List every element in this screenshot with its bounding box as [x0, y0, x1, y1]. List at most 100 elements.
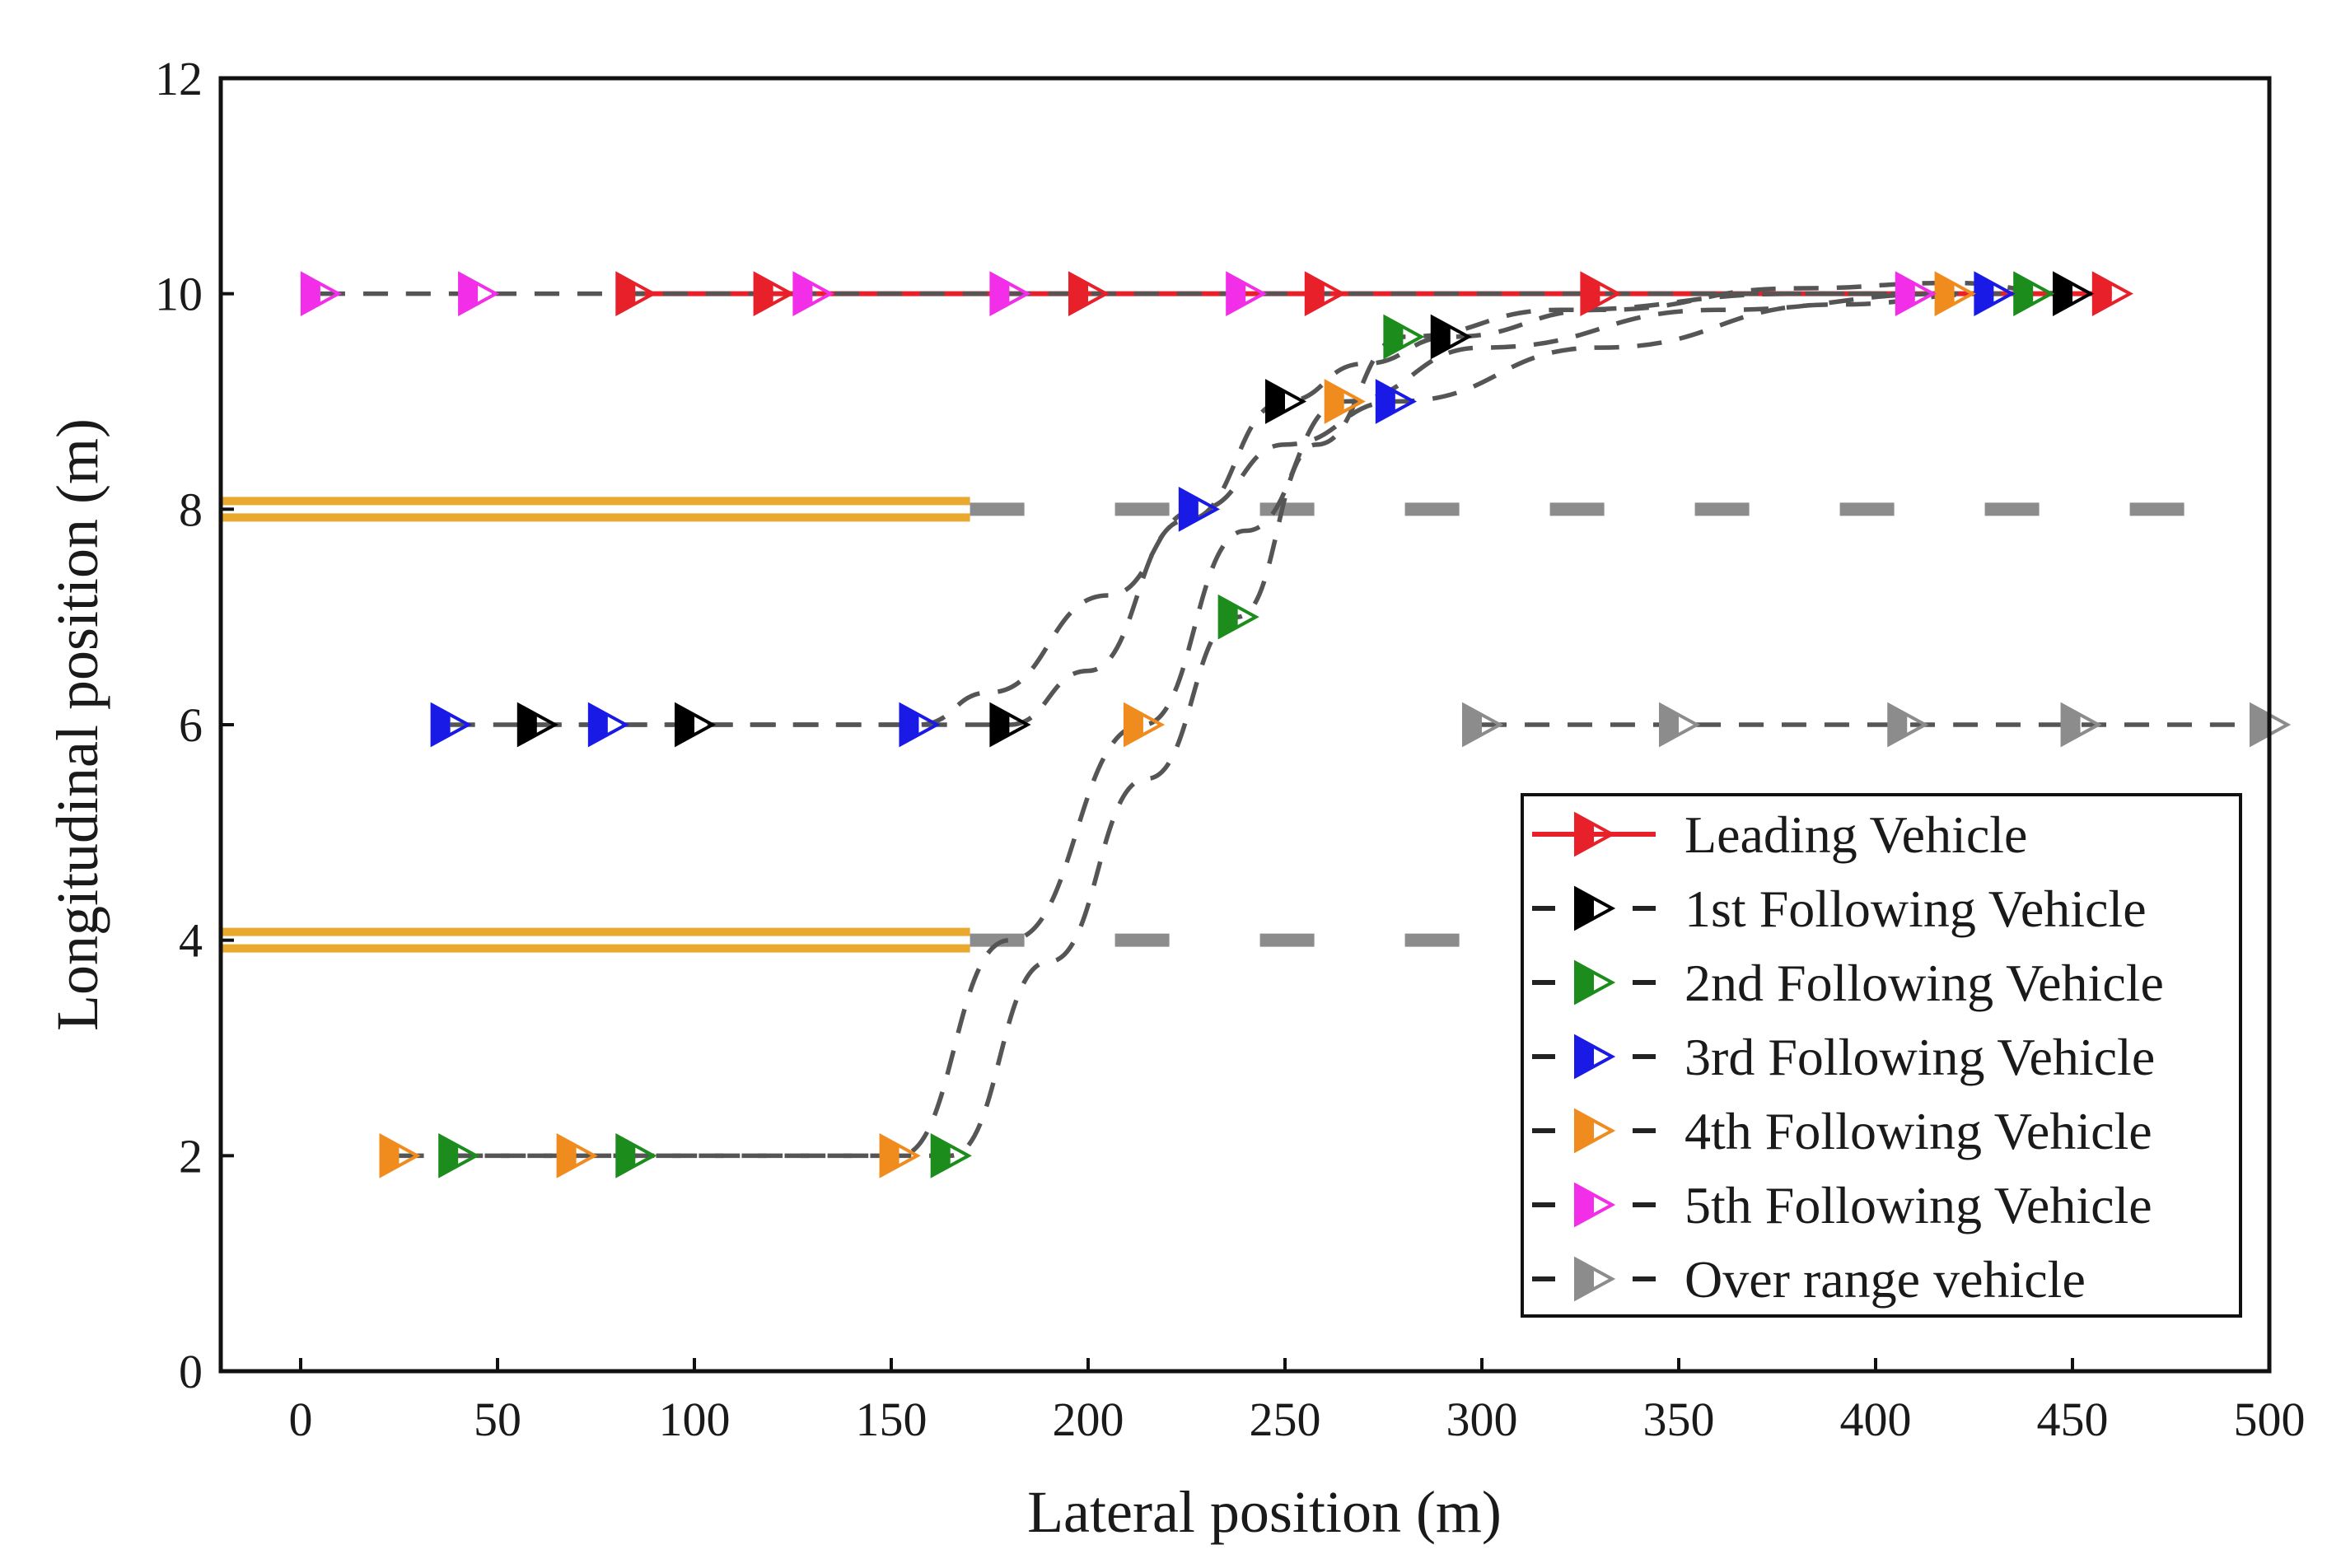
legend-label: Leading Vehicle: [1684, 805, 2027, 864]
3rd-following-vehicle-marker-2-outline: [587, 702, 630, 748]
legend-item-2nd-following-vehicle: 2nd Following Vehicle: [1532, 954, 2164, 1012]
legend-item-leading-vehicle: Leading Vehicle: [1532, 805, 2027, 864]
legend-marker-fill: [1576, 1259, 1594, 1299]
4th-following-vehicle-marker-4: [1123, 702, 1166, 748]
leading-vehicle-marker-1: [615, 271, 657, 317]
legend-label: Over range vehicle: [1684, 1250, 2086, 1309]
3rd-following-vehicle-marker-4: [1178, 486, 1221, 532]
over-range-vehicle-marker-3: [1887, 702, 1929, 748]
4th-following-vehicle-marker-4-outline: [1123, 702, 1166, 748]
y-axis-label: Longitudinal position (m): [44, 418, 110, 1031]
5th-following-vehicle-marker-2-fill: [460, 273, 479, 314]
2nd-following-vehicle-marker-2-fill: [617, 1136, 636, 1176]
leading-vehicle-marker-4-fill: [1306, 273, 1325, 314]
4th-following-vehicle-marker-1-outline: [379, 1132, 421, 1178]
legend-item-4th-following-vehicle: 4th Following Vehicle: [1532, 1102, 2152, 1160]
1st-following-vehicle-marker-3-outline: [989, 702, 1031, 748]
4th-following-vehicle-marker-2: [556, 1132, 598, 1178]
x-tick-label: 400: [1840, 1393, 1912, 1446]
x-axis-label: Lateral position (m): [1027, 1479, 1502, 1545]
4th-following-vehicle-marker-1: [379, 1132, 421, 1178]
x-tick-label: 50: [474, 1393, 521, 1446]
3rd-following-vehicle-marker-1-fill: [432, 705, 451, 744]
3rd-following-vehicle-marker-2: [587, 702, 630, 748]
1st-following-vehicle-marker-4-fill: [1267, 381, 1285, 422]
2nd-following-vehicle-marker-3-outline: [930, 1132, 972, 1178]
1st-following-vehicle-marker-1: [516, 702, 558, 748]
5th-following-vehicle-marker-3-fill: [794, 273, 813, 314]
5th-following-vehicle-marker-1: [300, 271, 343, 317]
legend-item-1st-following-vehicle: 1st Following Vehicle: [1532, 880, 2147, 938]
legend-marker: [1574, 1256, 1616, 1302]
2nd-following-vehicle-marker-1-fill: [440, 1136, 459, 1176]
legend-label: 3rd Following Vehicle: [1684, 1028, 2155, 1086]
over-range-vehicle-marker-3-fill: [1889, 705, 1908, 744]
over-range-vehicle-marker-5-fill: [2251, 705, 2269, 744]
3rd-following-vehicle-marker-5-fill: [1376, 381, 1395, 422]
legend-marker-outline: [1574, 811, 1616, 857]
over-range-vehicle-marker-2-outline: [1659, 702, 1701, 748]
2nd-following-vehicle-marker-2-outline: [615, 1132, 657, 1178]
5th-following-vehicle-marker-2-outline: [458, 271, 500, 317]
1st-following-vehicle-marker-5: [1430, 314, 1472, 360]
legend-label: 4th Following Vehicle: [1684, 1102, 2152, 1160]
over-range-vehicle-marker-1: [1462, 702, 1504, 748]
leading-vehicle-marker-1-outline: [615, 271, 657, 317]
4th-following-vehicle-marker-5-outline: [1324, 379, 1366, 424]
legend-marker-fill: [1576, 889, 1594, 928]
legend-marker: [1574, 811, 1616, 857]
legend-marker: [1574, 959, 1616, 1006]
1st-following-vehicle-marker-6-fill: [2054, 273, 2072, 314]
legend-marker: [1574, 885, 1616, 931]
y-tick-label: 0: [179, 1345, 203, 1398]
5th-following-vehicle-marker-3: [792, 271, 834, 317]
2nd-following-vehicle-marker-5-outline: [1383, 314, 1425, 360]
5th-following-vehicle-marker-6-fill: [1896, 273, 1915, 314]
2nd-following-vehicle-marker-6-fill: [2015, 273, 2034, 314]
5th-following-vehicle-marker-3-outline: [792, 271, 834, 317]
legend-marker-fill: [1576, 1111, 1594, 1150]
4th-following-vehicle-line: [399, 291, 1955, 1159]
leading-vehicle-marker-2: [753, 271, 795, 317]
over-range-vehicle-marker-2: [1659, 702, 1701, 748]
1st-following-vehicle-marker-3-fill: [991, 705, 1010, 744]
over-range-vehicle-marker-4-fill: [2062, 705, 2081, 744]
legend-marker-outline: [1574, 1256, 1616, 1302]
1st-following-vehicle-marker-2-outline: [675, 702, 717, 748]
leading-vehicle-marker-3: [1068, 271, 1110, 317]
lane-markings: [222, 497, 2211, 953]
2nd-following-vehicle-marker-2: [615, 1132, 657, 1178]
y-tick-label: 6: [179, 698, 203, 752]
y-tick-label: 4: [179, 914, 203, 968]
legend-marker: [1574, 1034, 1616, 1080]
2nd-following-vehicle-marker-3: [930, 1132, 972, 1178]
2nd-following-vehicle-marker-4-outline: [1217, 594, 1259, 640]
legend-item-over-range-vehicle: Over range vehicle: [1532, 1250, 2086, 1309]
over-range-vehicle-marker-2-fill: [1661, 705, 1679, 744]
legend-marker: [1574, 1108, 1616, 1154]
over-range-vehicle-marker-1-fill: [1464, 705, 1482, 744]
legend-marker-fill: [1576, 814, 1594, 854]
over-range-vehicle-marker-4-outline: [2060, 702, 2102, 748]
2nd-following-vehicle-marker-1-outline: [438, 1132, 480, 1178]
x-tick-label: 250: [1250, 1393, 1321, 1446]
1st-following-vehicle-marker-1-fill: [518, 705, 537, 744]
4th-following-vehicle-marker-3: [879, 1132, 921, 1178]
2nd-following-vehicle-marker-5: [1383, 314, 1425, 360]
2nd-following-vehicle-line: [458, 291, 2034, 1159]
leading-vehicle-marker-4-outline: [1304, 271, 1346, 317]
over-range-vehicle-marker-4: [2060, 702, 2102, 748]
2nd-following-vehicle-marker-1: [438, 1132, 480, 1178]
2nd-following-vehicle-marker-5-fill: [1385, 317, 1404, 357]
leading-vehicle-marker-5: [1580, 271, 1622, 317]
leading-vehicle-marker-6-fill: [2093, 273, 2112, 314]
5th-following-vehicle-marker-1-fill: [301, 273, 320, 314]
5th-following-vehicle-marker-4-fill: [991, 273, 1010, 314]
3rd-following-vehicle-marker-4-fill: [1180, 489, 1199, 530]
legend-marker-outline: [1574, 1182, 1616, 1228]
3rd-following-vehicle-marker-1-outline: [430, 702, 472, 748]
4th-following-vehicle-marker-1-fill: [381, 1136, 400, 1176]
5th-following-vehicle-marker-1-outline: [300, 271, 343, 317]
x-tick-label: 350: [1643, 1393, 1715, 1446]
3rd-following-vehicle-marker-3-fill: [900, 705, 919, 744]
